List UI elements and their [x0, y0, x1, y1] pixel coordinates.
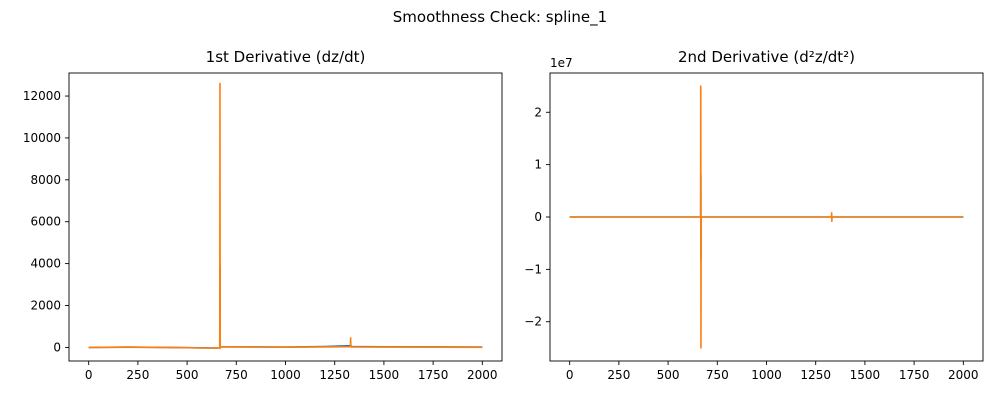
x-tick-label: 250: [607, 368, 630, 382]
x-tick-label: 1750: [418, 368, 449, 382]
x-tick-label: 750: [225, 368, 248, 382]
y-tick-label: −2: [524, 315, 542, 329]
y-tick-label: 2: [534, 105, 542, 119]
chart-first-derivative: 1st Derivative (dz/dt) 0 250 500 750 1000 1250…: [23, 48, 503, 382]
x-tick-label: 2000: [948, 368, 979, 382]
x-tick-label: 0: [85, 368, 93, 382]
x-tick-label: 1000: [751, 368, 782, 382]
y-tick-label: 12000: [23, 89, 61, 103]
y-tick-label: 1: [534, 158, 542, 172]
x-tick-label: 2000: [467, 368, 498, 382]
x-tick-label: 0: [566, 368, 574, 382]
x-tick-label: 500: [657, 368, 680, 382]
chart-title: 1st Derivative (dz/dt): [206, 48, 366, 66]
x-tick-label: 1750: [899, 368, 930, 382]
chart-title: 2nd Derivative (d²z/dt²): [678, 48, 855, 66]
y-tick-label: 10000: [23, 131, 61, 145]
x-tick-label: 1250: [319, 368, 350, 382]
x-tick-label: 1500: [850, 368, 881, 382]
x-tick-label: 1250: [800, 368, 831, 382]
x-tick-label: 250: [126, 368, 149, 382]
y-tick-label: −1: [524, 262, 542, 276]
axes-frame: [68, 72, 503, 362]
y-tick-label: 0: [534, 210, 542, 224]
figure-suptitle: Smoothness Check: spline_1: [393, 8, 607, 27]
y-tick-label: 8000: [30, 173, 61, 187]
y-tick-label: 0: [53, 340, 61, 354]
series-line-0: [88, 264, 483, 349]
chart-second-derivative: 2nd Derivative (d²z/dt²) 1e7 0 250 500 750 100…: [524, 48, 984, 382]
y-tick-label: 6000: [30, 215, 61, 229]
y-tick-label: 2000: [30, 298, 61, 312]
x-tick-label: 750: [706, 368, 729, 382]
y-tick-label: 4000: [30, 257, 61, 271]
series-line-1: [88, 82, 483, 349]
y-offset-label: 1e7: [550, 56, 573, 70]
x-tick-label: 500: [176, 368, 199, 382]
x-tick-label: 1500: [369, 368, 400, 382]
x-tick-label: 1000: [270, 368, 301, 382]
series-line-1: [569, 85, 964, 349]
